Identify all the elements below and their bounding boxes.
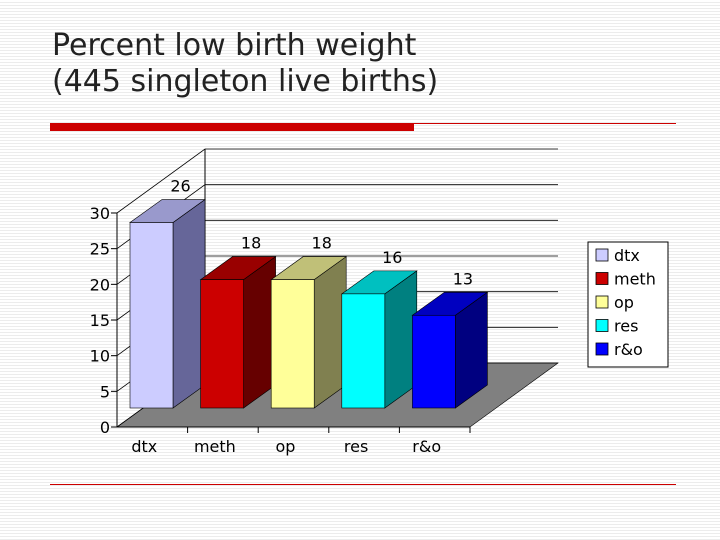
bar-front [129, 222, 174, 409]
chart-value-labels: 26 18 18 16 13 [170, 177, 473, 289]
y-tick-label: 5 [100, 382, 110, 401]
chart-legend: dtx meth op res r&o [587, 241, 669, 368]
chart-y-tick-labels: 0 5 10 15 20 25 30 [90, 204, 110, 437]
bar-side [243, 256, 276, 409]
legend-swatch [595, 272, 609, 285]
bar-side [172, 198, 206, 409]
bar-front [200, 279, 244, 409]
title-underline-bar [50, 123, 414, 131]
x-category-label: meth [194, 437, 236, 456]
bar-value-label: 18 [241, 234, 261, 253]
y-tick-label: 30 [90, 204, 110, 223]
bar-side [313, 256, 347, 409]
bar-value-label: 26 [170, 177, 190, 196]
legend-label: r&o [614, 340, 643, 359]
bar-value-label: 13 [453, 269, 473, 288]
y-tick-label: 15 [90, 311, 110, 330]
legend-label: res [614, 317, 638, 336]
bar-front [270, 279, 315, 409]
legend-swatch [595, 319, 609, 332]
x-category-label: res [344, 437, 368, 456]
bar-value-label: 18 [312, 234, 332, 253]
x-category-label: r&o [412, 437, 441, 456]
legend-label: meth [614, 270, 656, 289]
legend-swatch [595, 295, 609, 309]
bar-front [341, 293, 386, 409]
x-category-label: dtx [131, 437, 157, 456]
bar-value-label: 16 [382, 248, 402, 267]
legend-swatch [595, 248, 609, 262]
slide-title: Percent low birth weight (445 singleton … [52, 28, 439, 99]
chart-category-labels: dtx meth op res r&o [131, 437, 441, 456]
bar-front [412, 314, 456, 409]
footer-line [50, 484, 676, 485]
title-underline-line [414, 123, 676, 124]
chart-bars [129, 198, 489, 409]
x-category-label: op [276, 437, 296, 456]
y-tick-label: 10 [90, 347, 110, 366]
y-tick-label: 0 [100, 418, 110, 437]
legend-swatch [595, 342, 609, 356]
legend-label: dtx [614, 246, 640, 265]
y-tick-label: 25 [90, 240, 110, 259]
legend-label: op [614, 293, 634, 312]
bar-side [384, 270, 418, 409]
y-tick-label: 20 [90, 275, 110, 294]
